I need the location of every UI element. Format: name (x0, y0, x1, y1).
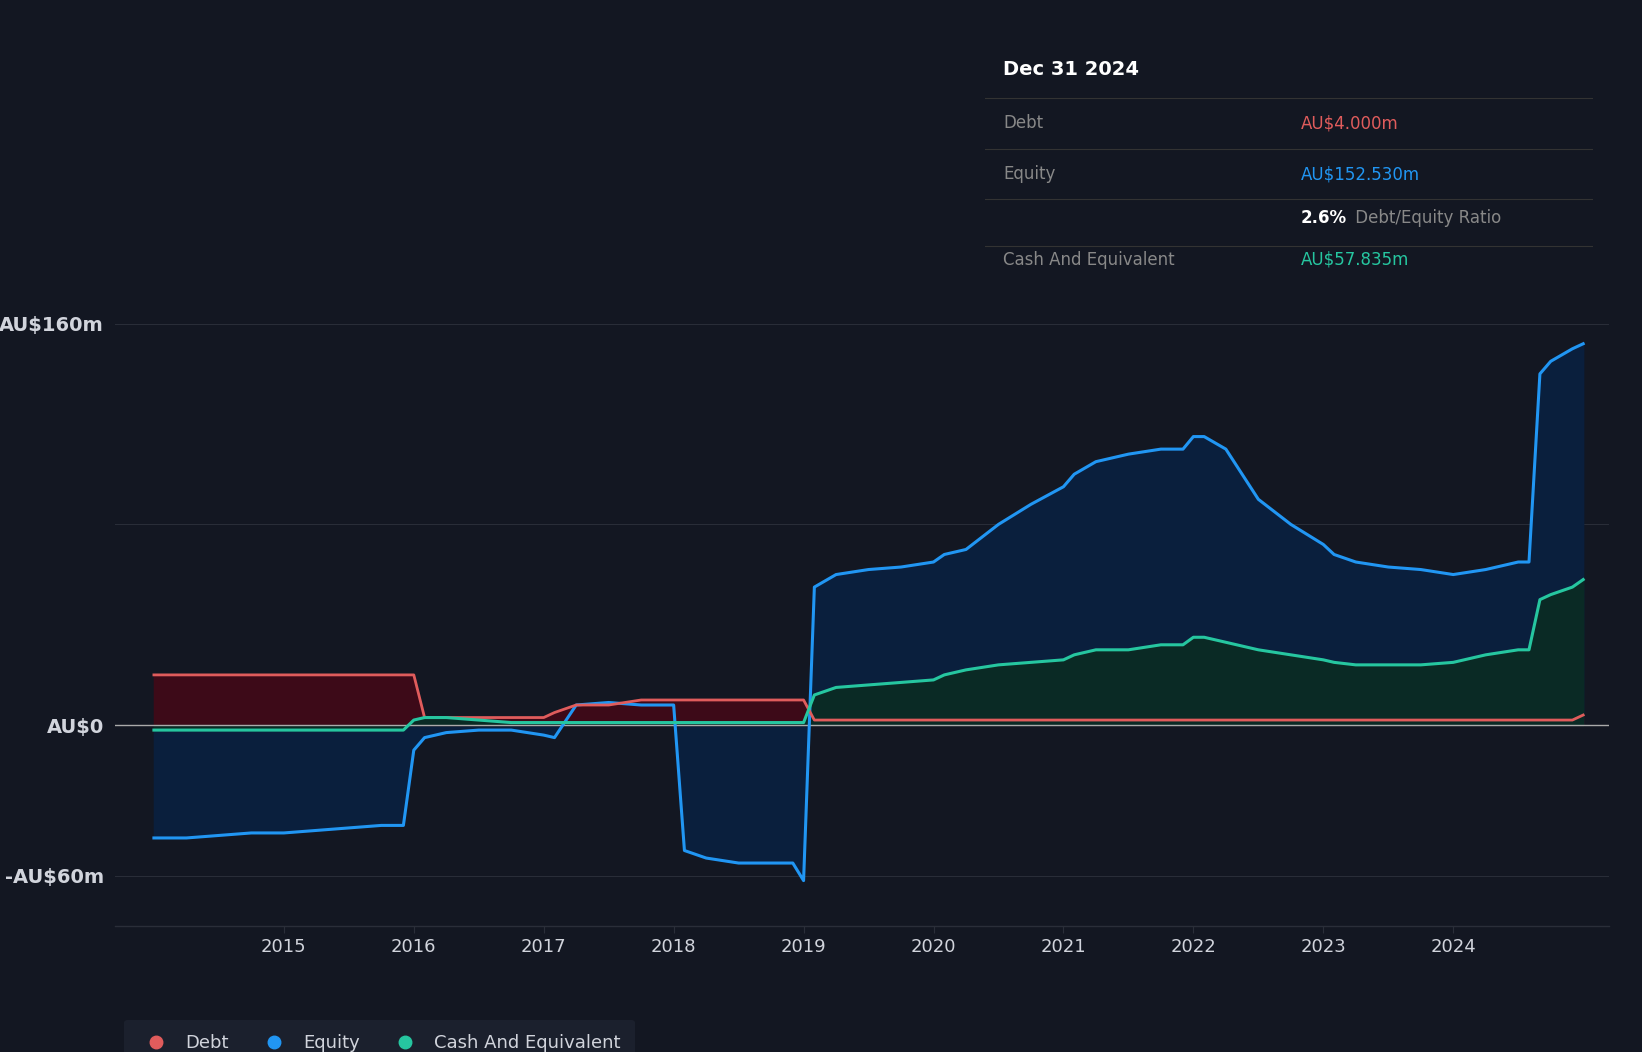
Text: Dec 31 2024: Dec 31 2024 (1003, 60, 1140, 79)
Text: Debt: Debt (1003, 114, 1044, 133)
Legend: Debt, Equity, Cash And Equivalent: Debt, Equity, Cash And Equivalent (123, 1019, 634, 1052)
Text: Debt/Equity Ratio: Debt/Equity Ratio (1350, 209, 1501, 227)
Text: AU$152.530m: AU$152.530m (1300, 165, 1420, 183)
Text: 2.6%: 2.6% (1300, 209, 1346, 227)
Text: Equity: Equity (1003, 165, 1056, 183)
Text: AU$4.000m: AU$4.000m (1300, 114, 1399, 133)
Text: Cash And Equivalent: Cash And Equivalent (1003, 250, 1176, 268)
Text: AU$57.835m: AU$57.835m (1300, 250, 1409, 268)
